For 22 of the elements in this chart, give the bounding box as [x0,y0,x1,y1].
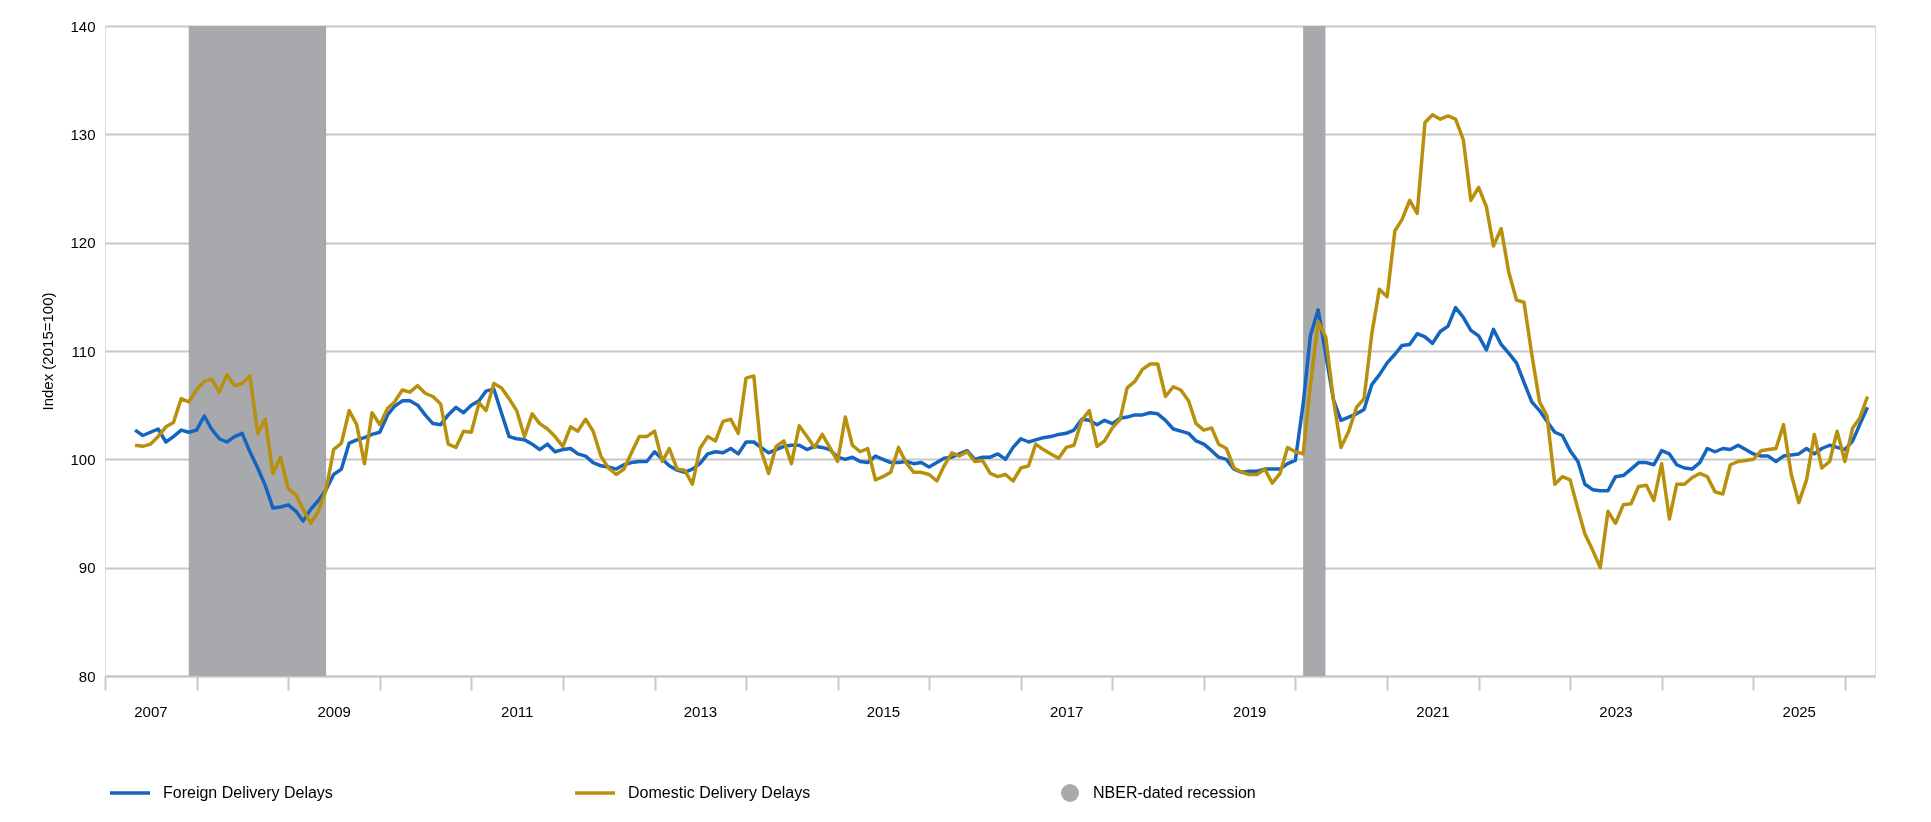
x-tick-label: 2023 [1599,702,1633,720]
x-tick-label: 2019 [1233,702,1267,720]
legend-label: Foreign Delivery Delays [163,784,333,801]
legend-label: Domestic Delivery Delays [628,784,811,801]
x-tick-label: 2013 [683,702,718,720]
y-axis-title: Index (2015=100) [39,292,57,411]
y-tick-label: 90 [78,559,96,577]
x-tick-label: 2009 [317,702,351,720]
x-tick-label: 2007 [134,702,168,720]
x-tick-label: 2017 [1050,702,1084,720]
y-tick-label: 80 [78,667,96,685]
y-tick-label: 140 [70,17,96,35]
legend-label: NBER-dated recession [1093,784,1256,801]
y-tick-label: 100 [70,450,96,468]
x-tick-label: 2021 [1416,702,1450,720]
x-tick-label: 2015 [866,702,901,720]
y-tick-label: 130 [70,125,96,143]
x-tick-label: 2025 [1782,702,1816,720]
line-series [133,113,1870,570]
y-tick-label: 110 [71,342,96,360]
y-tick-label: 120 [70,234,96,252]
x-tick-label: 2011 [501,702,534,720]
